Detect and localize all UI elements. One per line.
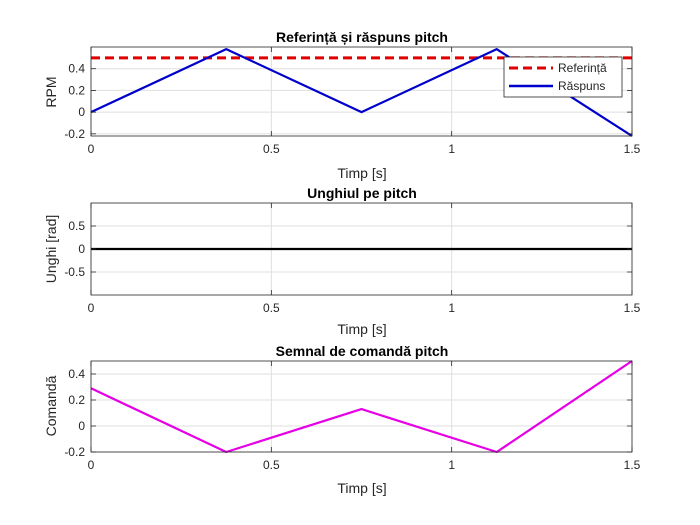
y-tick-label-1: 0.4 xyxy=(68,62,85,76)
y-tick-label-3: 0.4 xyxy=(68,367,85,381)
x-axis-label-2: Timp [s] xyxy=(337,321,386,337)
x-tick-label-1: 0 xyxy=(88,142,95,156)
y-tick-label-3: -0.2 xyxy=(64,445,85,459)
x-tick-label-1: 0.5 xyxy=(263,142,280,156)
y-tick-label-3: 0 xyxy=(78,419,85,433)
x-tick-label-2: 0 xyxy=(88,301,95,315)
y-tick-label-1: 0 xyxy=(78,105,85,119)
x-tick-label-3: 0.5 xyxy=(263,458,280,472)
y-tick-label-1: -0.2 xyxy=(64,127,85,141)
y-tick-label-2: -0.5 xyxy=(64,265,85,279)
plot-area-3 xyxy=(91,361,632,452)
legend-label-raspuns: Răspuns xyxy=(558,79,605,93)
x-tick-label-3: 1.5 xyxy=(624,458,641,472)
chart-title-2: Unghiul pe pitch xyxy=(307,185,417,201)
x-axis-label-3: Timp [s] xyxy=(337,480,386,496)
x-tick-label-1: 1 xyxy=(448,142,455,156)
legend-label-referinta: Referință xyxy=(558,61,607,75)
y-tick-label-1: 0.2 xyxy=(68,83,85,97)
x-tick-label-3: 0 xyxy=(88,458,95,472)
x-tick-label-2: 1 xyxy=(448,301,455,315)
y-axis-label-3: Comandă xyxy=(43,375,59,436)
x-tick-label-1: 1.5 xyxy=(624,142,641,156)
y-tick-label-2: 0.5 xyxy=(68,219,85,233)
chart-title-3: Semnal de comandă pitch xyxy=(276,343,449,359)
legend: Referință Răspuns xyxy=(504,57,622,97)
x-tick-label-3: 1 xyxy=(448,458,455,472)
x-axis-label-1: Timp [s] xyxy=(337,165,386,181)
y-tick-label-2: 0 xyxy=(78,242,85,256)
x-tick-label-2: 1.5 xyxy=(624,301,641,315)
chart-title-1: Referință și răspuns pitch xyxy=(276,29,448,45)
y-axis-label-1: RPM xyxy=(43,76,59,107)
x-tick-label-2: 0.5 xyxy=(263,301,280,315)
y-tick-label-3: 0.2 xyxy=(68,393,85,407)
y-axis-label-2: Unghi [rad] xyxy=(43,215,59,283)
